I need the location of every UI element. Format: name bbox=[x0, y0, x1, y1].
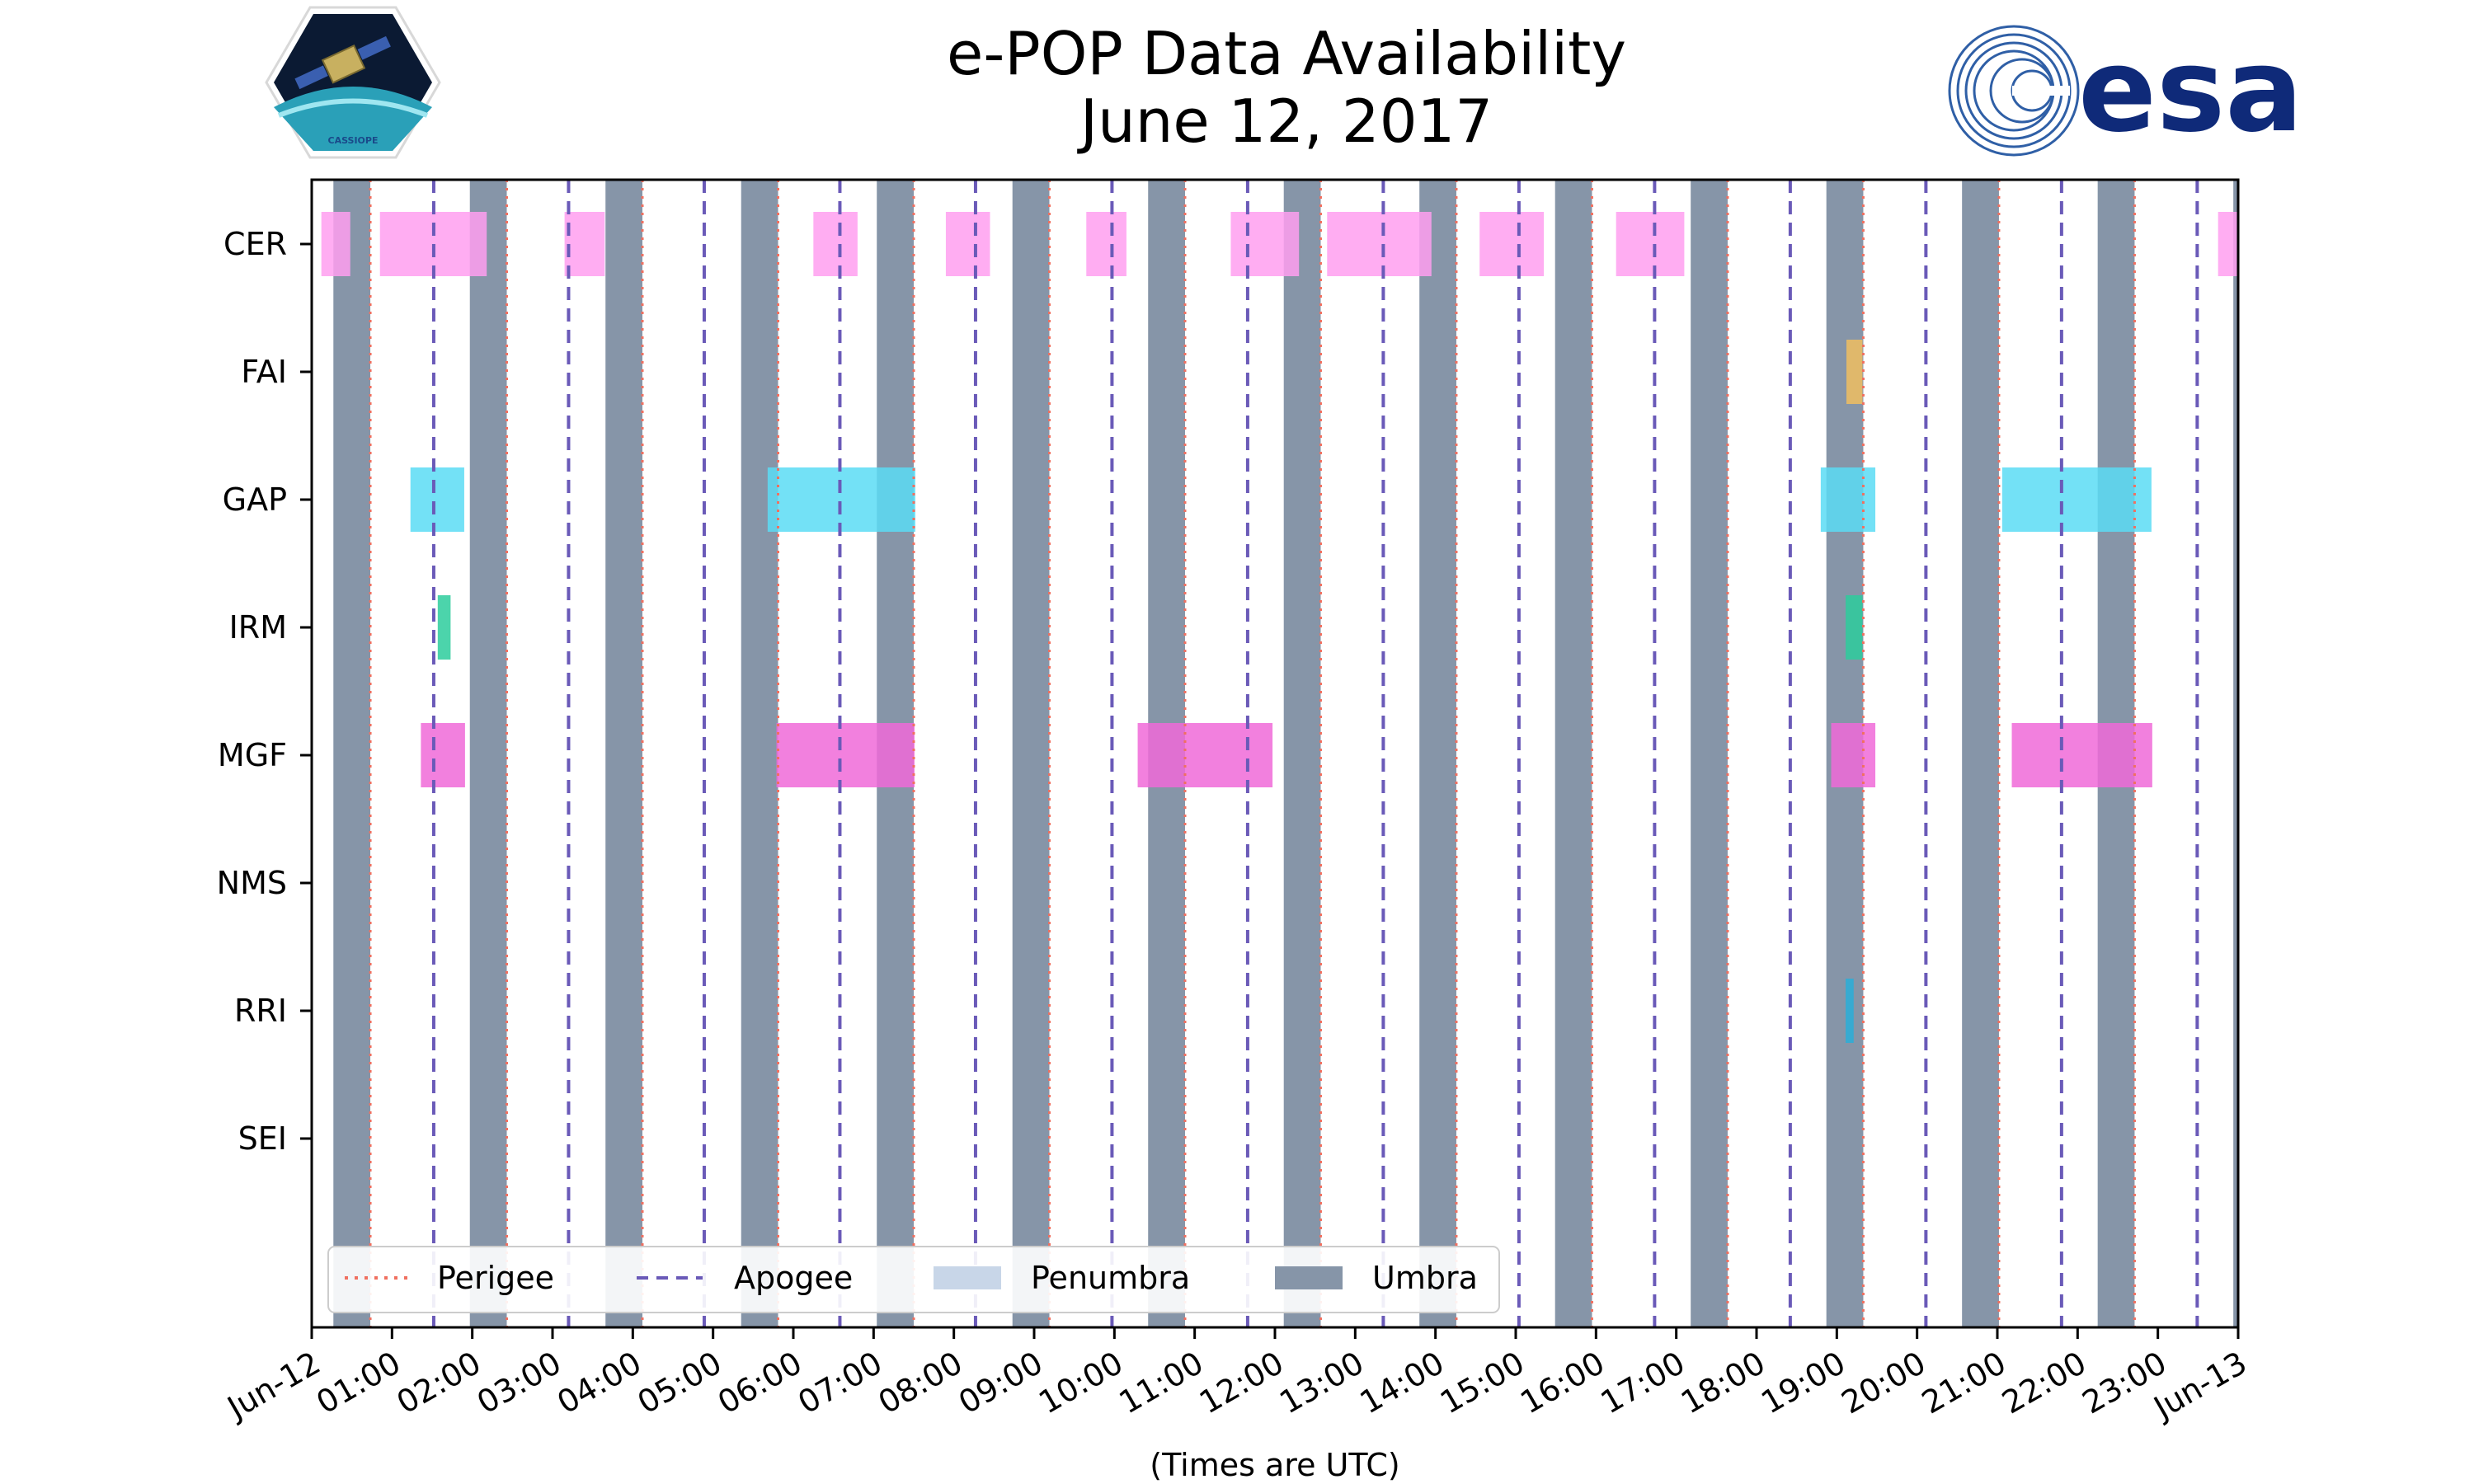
cer-availability-bar-2 bbox=[564, 212, 605, 276]
rri-availability-bar-0 bbox=[1846, 979, 1854, 1043]
umbra-band-3 bbox=[741, 180, 778, 1327]
cer-availability-bar-8 bbox=[1479, 212, 1545, 276]
irm-availability-bar-0 bbox=[437, 595, 451, 660]
mgf-availability-bar-3 bbox=[1831, 723, 1876, 787]
legend-box bbox=[327, 1246, 1500, 1313]
x-tick-label-14: 14:00 bbox=[1354, 1345, 1451, 1421]
legend: Perigee Apogee Penumbra Umbra bbox=[327, 1246, 1500, 1313]
x-tick-label-0: Jun-12 bbox=[220, 1345, 327, 1427]
mgf-availability-bar-4 bbox=[2011, 723, 2152, 787]
x-tick-label-21: 21:00 bbox=[1916, 1345, 2012, 1421]
umbra-band-2 bbox=[605, 180, 643, 1327]
gap-availability-bar-1 bbox=[767, 467, 915, 532]
umbra-band-1 bbox=[469, 180, 507, 1327]
y-tick-label-mgf: MGF bbox=[218, 737, 287, 773]
x-tick-label-20: 20:00 bbox=[1836, 1345, 1932, 1421]
fai-availability-bar-0 bbox=[1846, 340, 1863, 404]
chart-title-line-1: e-POP Data Availability bbox=[947, 19, 1626, 88]
legend-umbra-label: Umbra bbox=[1372, 1260, 1478, 1296]
mgf-availability-bar-0 bbox=[421, 723, 465, 787]
umbra-band-7 bbox=[1283, 180, 1321, 1327]
x-tick-label-24: Jun-13 bbox=[2147, 1345, 2253, 1427]
umbra-band-14 bbox=[2233, 180, 2238, 1327]
umbra-band-9 bbox=[1554, 180, 1592, 1327]
x-tick-label-16: 16:00 bbox=[1514, 1345, 1611, 1421]
y-axis: CER FAI GAP IRM MGF NMS RRI SEI bbox=[217, 226, 312, 1157]
cer-availability-bar-4 bbox=[945, 212, 990, 276]
mgf-availability-bar-2 bbox=[1137, 723, 1273, 787]
y-tick-label-gap: GAP bbox=[223, 481, 287, 518]
legend-perigee-label: Perigee bbox=[437, 1260, 554, 1296]
cer-availability-bar-10 bbox=[2218, 212, 2238, 276]
x-tick-label-4: 04:00 bbox=[551, 1345, 647, 1421]
x-tick-label-22: 22:00 bbox=[1996, 1345, 2092, 1421]
x-tick-label-8: 08:00 bbox=[872, 1345, 969, 1421]
x-axis-label: (Times are UTC) bbox=[1150, 1447, 1399, 1483]
cer-availability-bar-0 bbox=[321, 212, 350, 276]
x-tick-label-5: 05:00 bbox=[632, 1345, 728, 1421]
legend-apogee-label: Apogee bbox=[734, 1260, 853, 1296]
y-tick-label-cer: CER bbox=[223, 226, 287, 262]
x-tick-label-9: 09:00 bbox=[952, 1345, 1049, 1421]
gap-availability-bar-0 bbox=[410, 467, 464, 532]
y-tick-label-sei: SEI bbox=[238, 1120, 287, 1157]
y-tick-label-rri: RRI bbox=[234, 993, 287, 1029]
x-tick-label-15: 15:00 bbox=[1434, 1345, 1531, 1421]
cassiope-logo: CASSIOPE bbox=[265, 6, 441, 159]
mgf-availability-bar-1 bbox=[776, 723, 915, 787]
x-axis: Jun-1201:0002:0003:0004:0005:0006:0007:0… bbox=[220, 1327, 2253, 1427]
x-tick-label-11: 11:00 bbox=[1113, 1345, 1210, 1421]
esa-logo-text: esa bbox=[2078, 24, 2303, 158]
availability-bars bbox=[321, 212, 2238, 1043]
legend-penumbra-label: Penumbra bbox=[1031, 1260, 1190, 1296]
cassiope-logo-label: CASSIOPE bbox=[328, 135, 379, 146]
gap-availability-bar-2 bbox=[1820, 467, 1876, 532]
perigee-lines bbox=[369, 180, 2136, 1327]
x-tick-label-6: 06:00 bbox=[712, 1345, 808, 1421]
apogee-lines bbox=[431, 180, 2199, 1327]
x-tick-label-10: 10:00 bbox=[1032, 1345, 1129, 1421]
cer-availability-bar-5 bbox=[1086, 212, 1126, 276]
y-tick-label-fai: FAI bbox=[241, 354, 287, 390]
plot-background bbox=[312, 180, 2238, 1327]
legend-umbra-swatch bbox=[1275, 1266, 1343, 1289]
umbra-band-12 bbox=[1962, 180, 1999, 1327]
legend-penumbra-swatch bbox=[934, 1266, 1001, 1289]
x-tick-label-2: 02:00 bbox=[391, 1345, 487, 1421]
umbra-band-5 bbox=[1012, 180, 1050, 1327]
x-tick-label-19: 19:00 bbox=[1755, 1345, 1851, 1421]
x-tick-label-3: 03:00 bbox=[471, 1345, 567, 1421]
esa-swirl-icon bbox=[1948, 25, 2080, 157]
cer-availability-bar-3 bbox=[813, 212, 858, 276]
umbra-band-8 bbox=[1419, 180, 1456, 1327]
x-tick-label-13: 13:00 bbox=[1273, 1345, 1370, 1421]
umbra-band-10 bbox=[1691, 180, 1728, 1327]
esa-logo: esa bbox=[1948, 24, 2303, 158]
x-tick-label-18: 18:00 bbox=[1675, 1345, 1771, 1421]
x-tick-label-17: 17:00 bbox=[1595, 1345, 1691, 1421]
cer-availability-bar-6 bbox=[1230, 212, 1300, 276]
chart-title-line-2: June 12, 2017 bbox=[1077, 87, 1493, 156]
cer-availability-bar-7 bbox=[1327, 212, 1432, 276]
umbra-band-0 bbox=[333, 180, 371, 1327]
y-tick-label-nms: NMS bbox=[217, 865, 287, 901]
x-tick-label-12: 12:00 bbox=[1193, 1345, 1290, 1421]
irm-availability-bar-1 bbox=[1846, 595, 1863, 660]
gap-availability-bar-3 bbox=[2001, 467, 2152, 532]
x-tick-label-7: 07:00 bbox=[792, 1345, 888, 1421]
plot-area bbox=[310, 178, 2240, 1329]
cer-availability-bar-9 bbox=[1616, 212, 1685, 276]
x-tick-label-1: 01:00 bbox=[310, 1345, 407, 1421]
y-tick-label-irm: IRM bbox=[229, 609, 287, 646]
